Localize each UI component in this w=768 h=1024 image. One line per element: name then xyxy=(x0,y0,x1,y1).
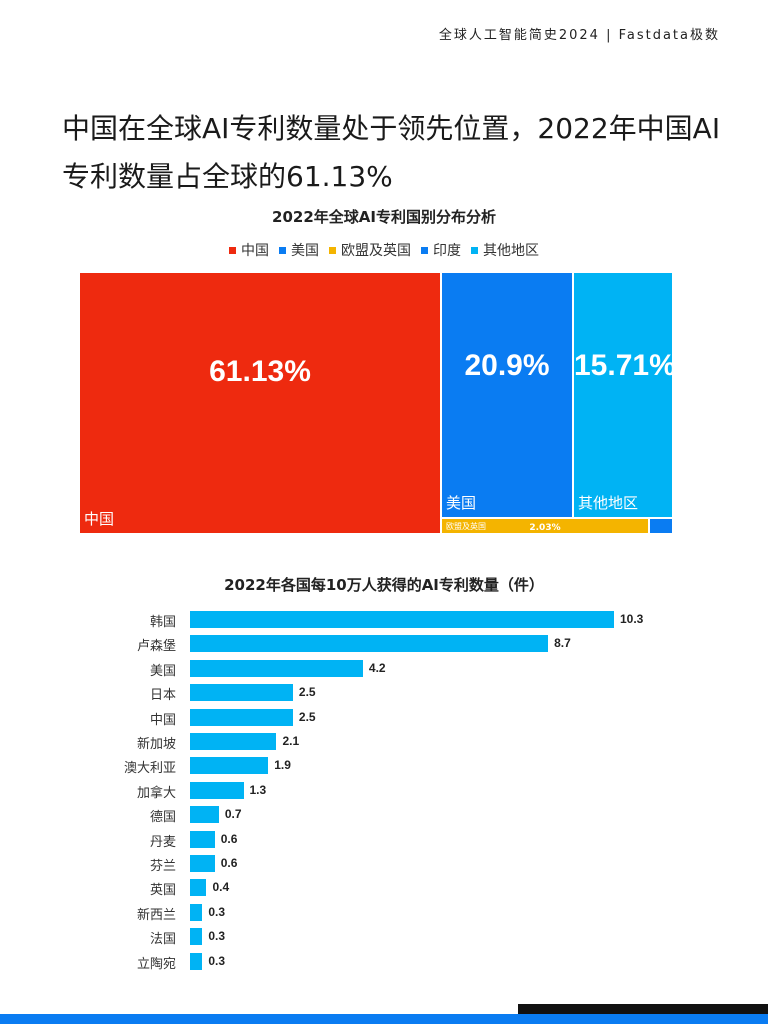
legend-item: 中国 xyxy=(229,240,269,260)
legend-label: 美国 xyxy=(291,243,319,259)
tile-label: 中国 xyxy=(84,510,115,528)
bar xyxy=(190,903,203,921)
bar xyxy=(190,684,293,702)
bar-row: 加拿大 1.3 xyxy=(0,779,768,803)
bar xyxy=(190,806,219,824)
bar xyxy=(190,781,244,799)
bar-row: 立陶宛 0.3 xyxy=(0,950,768,974)
bar-row: 中国 2.5 xyxy=(0,706,768,730)
legend-label: 其他地区 xyxy=(483,243,539,259)
bar-row: 卢森堡 8.7 xyxy=(0,632,768,656)
bar-category-label: 新加坡 xyxy=(136,737,176,752)
bar-row: 澳大利亚 1.9 xyxy=(0,754,768,778)
bar-category-label: 中国 xyxy=(149,712,176,728)
tile-percent: 20.9% xyxy=(464,348,550,382)
bar xyxy=(190,611,614,628)
bar-value-label: 1.3 xyxy=(249,782,267,797)
footer-accent-blue xyxy=(0,1014,768,1024)
tile-percent: 61.13% xyxy=(209,354,311,388)
bar-category-label: 英国 xyxy=(149,883,176,899)
footer-accent-black xyxy=(518,1004,768,1014)
legend-swatch xyxy=(421,246,428,254)
tile-percent: 15.71% xyxy=(574,348,672,382)
bar-category-label: 丹麦 xyxy=(149,834,176,850)
bar-row: 新西兰 0.3 xyxy=(0,901,768,925)
bar-value-label: 2.1 xyxy=(282,734,300,748)
bar-value-label: 0.6 xyxy=(220,831,238,846)
bar-value-label: 10.3 xyxy=(620,612,644,626)
bar-value-label: 2.5 xyxy=(298,709,316,724)
bar-value-label: 0.3 xyxy=(208,904,226,919)
bar xyxy=(190,879,207,897)
treemap-title: 2022年全球AI专利国别分布分析 xyxy=(272,208,496,226)
bar-row: 韩国 10.3 xyxy=(0,608,768,632)
treemap-tile-china: 61.13% 中国 xyxy=(80,273,440,533)
treemap-tile-usa: 20.9% 美国 xyxy=(442,273,572,517)
bar-category-label: 法国 xyxy=(149,932,176,948)
treemap: 61.13% 中国 20.9% 美国 15.71% 其他地区 欧盟及英国 2.0… xyxy=(80,273,672,533)
bar-category-label: 新西兰 xyxy=(136,907,176,923)
legend-swatch xyxy=(471,246,478,254)
treemap-legend: 中国 美国 欧盟及英国 印度 其他地区 xyxy=(0,240,768,260)
bar-value-label: 1.9 xyxy=(274,758,291,773)
bar xyxy=(190,928,203,946)
legend-label: 印度 xyxy=(433,243,461,259)
bar-category-label: 澳大利亚 xyxy=(123,761,176,777)
bar-category-label: 德国 xyxy=(149,810,176,826)
bar-value-label: 0.3 xyxy=(208,953,226,968)
report-header: 全球人工智能简史2024 | Fastdata极数 xyxy=(438,28,720,43)
bar xyxy=(190,757,269,775)
bar-row: 芬兰 0.6 xyxy=(0,852,768,876)
bar-value-label: 0.4 xyxy=(212,880,230,895)
legend-swatch xyxy=(229,246,236,254)
bar-category-label: 美国 xyxy=(149,663,176,679)
bar-value-label: 8.7 xyxy=(554,636,571,651)
bar xyxy=(190,830,215,848)
bar xyxy=(190,635,549,653)
bar xyxy=(190,855,215,872)
legend-label: 中国 xyxy=(241,243,269,259)
bar-row: 丹麦 0.6 xyxy=(0,828,768,852)
bar-value-label: 2.5 xyxy=(298,685,316,700)
bar xyxy=(190,659,363,677)
legend-item: 其他地区 xyxy=(471,240,539,260)
tile-label: 欧盟及英国 xyxy=(446,522,486,531)
bar-category-label: 芬兰 xyxy=(149,859,176,874)
tile-label: 其他地区 xyxy=(578,494,639,512)
legend-label: 欧盟及英国 xyxy=(341,243,411,259)
legend-swatch xyxy=(329,246,336,254)
tile-label: 美国 xyxy=(446,494,477,512)
bar-row: 法国 0.3 xyxy=(0,925,768,949)
bar-chart-title: 2022年各国每10万人获得的AI专利数量（件） xyxy=(224,576,544,594)
bar xyxy=(190,952,203,970)
treemap-tile-india xyxy=(650,519,672,533)
bar-category-label: 立陶宛 xyxy=(136,956,176,972)
bar-category-label: 韩国 xyxy=(149,615,176,630)
bar xyxy=(190,708,293,726)
bar-category-label: 卢森堡 xyxy=(136,639,176,655)
bar-value-label: 0.6 xyxy=(220,856,238,870)
headline: 中国在全球AI专利数量处于领先位置，2022年中国AI专利数量占全球的61.13… xyxy=(62,111,721,193)
legend-swatch xyxy=(279,246,286,254)
bar-row: 德国 0.7 xyxy=(0,803,768,827)
bar-category-label: 加拿大 xyxy=(136,785,176,801)
bar-row: 日本 2.5 xyxy=(0,681,768,705)
legend-item: 美国 xyxy=(279,240,319,260)
legend-item: 印度 xyxy=(421,240,461,260)
bar-row: 美国 4.2 xyxy=(0,657,768,681)
tile-percent: 2.03% xyxy=(529,523,561,533)
bar-row: 新加坡 2.1 xyxy=(0,730,768,754)
treemap-tile-other: 15.71% 其他地区 xyxy=(574,273,672,517)
bar xyxy=(190,733,277,750)
bar-row: 英国 0.4 xyxy=(0,876,768,900)
treemap-tile-eu-uk: 欧盟及英国 2.03% xyxy=(442,519,648,533)
bar-value-label: 0.7 xyxy=(224,807,242,822)
bar-value-label: 0.3 xyxy=(208,929,226,944)
bar-value-label: 4.2 xyxy=(368,660,386,675)
bar-category-label: 日本 xyxy=(149,688,176,704)
legend-item: 欧盟及英国 xyxy=(329,240,411,260)
